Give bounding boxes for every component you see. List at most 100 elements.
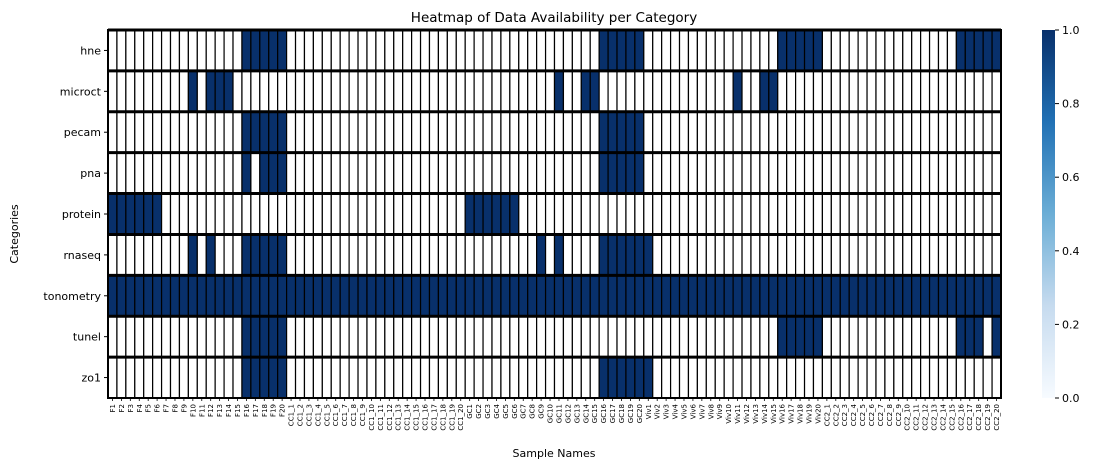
heatmap-cell	[482, 192, 493, 236]
heatmap-cell	[160, 152, 172, 195]
heatmap-cell	[250, 192, 261, 236]
x-tick-label: CC1_8	[350, 404, 358, 426]
heatmap-cell	[455, 233, 466, 276]
heatmap-cell	[866, 111, 877, 154]
heatmap-cell	[625, 233, 636, 276]
heatmap-cell	[937, 152, 949, 195]
heatmap-cell	[312, 274, 323, 317]
heatmap-cell	[786, 111, 797, 154]
heatmap-cell	[884, 274, 895, 317]
heatmap-cell	[920, 29, 931, 72]
heatmap-cell	[687, 111, 698, 154]
colorbar-tick-label: 0.6	[1062, 171, 1080, 184]
heatmap-cell	[187, 29, 198, 72]
x-tick-label: Viv2	[654, 404, 662, 419]
heatmap-cell	[911, 233, 922, 276]
heatmap-cell	[223, 315, 234, 358]
heatmap-cell	[223, 29, 234, 72]
heatmap-cell	[875, 70, 886, 113]
heatmap-cell	[482, 70, 493, 113]
heatmap-cell	[937, 315, 949, 358]
heatmap-cell	[277, 315, 288, 358]
x-tick-label: CC1_5	[323, 404, 331, 426]
heatmap-cell	[446, 192, 457, 236]
heatmap-cell	[482, 29, 493, 72]
x-tick-label: GC14	[582, 403, 590, 423]
heatmap-cell	[678, 315, 690, 358]
heatmap-cell	[125, 274, 136, 317]
heatmap-cell	[187, 356, 198, 399]
heatmap-cell	[152, 315, 163, 358]
heatmap-cell	[848, 356, 859, 399]
heatmap-cell	[375, 192, 386, 236]
heatmap-cell	[955, 152, 966, 195]
heatmap-cell	[553, 274, 565, 317]
heatmap-cell	[446, 29, 457, 72]
heatmap-cell	[875, 29, 886, 72]
x-tick-label: GC15	[591, 404, 599, 423]
heatmap-cell	[482, 152, 493, 195]
heatmap-cell	[160, 192, 172, 236]
heatmap-cell	[687, 274, 698, 317]
x-tick-label: F12	[207, 404, 215, 417]
heatmap-cell	[152, 274, 163, 317]
heatmap-cell	[125, 70, 136, 113]
x-tick-label: F1	[109, 404, 117, 412]
heatmap-cell	[446, 70, 457, 113]
heatmap-cell	[571, 356, 582, 399]
heatmap-cell	[455, 192, 466, 236]
heatmap-cell	[348, 274, 359, 317]
heatmap-cell	[223, 192, 234, 236]
heatmap-cell	[821, 111, 832, 154]
x-tick-label: CC1_16	[422, 403, 430, 430]
heatmap-cell	[330, 111, 341, 154]
y-tick-label: pecam	[64, 126, 101, 139]
heatmap-cell	[768, 70, 779, 113]
y-tick-label: hne	[80, 44, 101, 57]
heatmap-cell	[509, 192, 520, 236]
heatmap-cell	[277, 152, 288, 195]
heatmap-cell	[330, 233, 341, 276]
heatmap-cell	[669, 29, 681, 72]
heatmap-cell	[268, 192, 279, 236]
heatmap-cell	[553, 192, 565, 236]
heatmap-cell	[607, 233, 618, 276]
heatmap-cell	[607, 29, 618, 72]
heatmap-cell	[268, 152, 279, 195]
x-tick-label: F3	[127, 404, 135, 412]
x-tick-label: GC16	[600, 403, 608, 423]
heatmap-cell	[277, 233, 288, 276]
heatmap-cell	[241, 356, 252, 399]
heatmap-cell	[509, 29, 520, 72]
heatmap-cell	[491, 315, 502, 358]
heatmap-cell	[598, 152, 609, 195]
heatmap-cell	[169, 274, 181, 317]
heatmap-cell	[687, 315, 698, 358]
heatmap-cell	[437, 233, 448, 276]
heatmap-cell	[294, 152, 306, 195]
heatmap-cell	[366, 152, 377, 195]
heatmap-cell	[732, 315, 743, 358]
heatmap-cell	[116, 152, 127, 195]
heatmap-cell	[830, 356, 841, 399]
heatmap-cell	[527, 29, 538, 72]
heatmap-cell	[732, 29, 743, 72]
heatmap-cell	[616, 356, 627, 399]
heatmap-cell	[366, 274, 377, 317]
heatmap-cell	[750, 356, 761, 399]
heatmap-cell	[768, 111, 779, 154]
heatmap-cell	[643, 111, 654, 154]
heatmap-cell	[232, 274, 243, 317]
heatmap-cell	[134, 233, 145, 276]
heatmap-cell	[991, 152, 1002, 195]
heatmap-cell	[982, 111, 993, 154]
heatmap-cell	[169, 152, 181, 195]
heatmap-cell	[928, 192, 940, 236]
heatmap-cell	[705, 274, 716, 317]
heatmap-cell	[393, 274, 404, 317]
heatmap-cell	[580, 233, 591, 276]
heatmap-cell	[125, 233, 136, 276]
heatmap-cell	[134, 111, 145, 154]
heatmap-cell	[187, 233, 198, 276]
heatmap-cell	[964, 315, 975, 358]
